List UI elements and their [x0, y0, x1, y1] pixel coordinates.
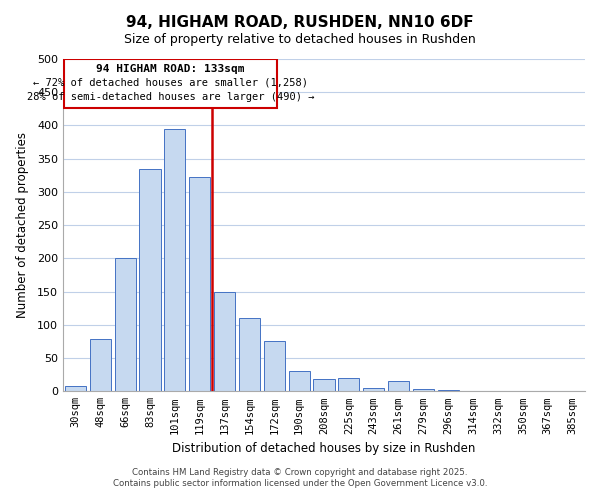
Bar	[65, 386, 86, 392]
Bar	[115, 258, 136, 392]
Bar	[338, 378, 359, 392]
Bar	[264, 342, 285, 392]
Bar	[413, 388, 434, 392]
Bar	[90, 340, 111, 392]
Y-axis label: Number of detached properties: Number of detached properties	[16, 132, 29, 318]
FancyBboxPatch shape	[64, 59, 277, 108]
Bar	[363, 388, 384, 392]
Text: 94, HIGHAM ROAD, RUSHDEN, NN10 6DF: 94, HIGHAM ROAD, RUSHDEN, NN10 6DF	[126, 15, 474, 30]
Bar	[289, 372, 310, 392]
X-axis label: Distribution of detached houses by size in Rushden: Distribution of detached houses by size …	[172, 442, 476, 455]
Bar	[164, 129, 185, 392]
Bar	[239, 318, 260, 392]
Text: 28% of semi-detached houses are larger (490) →: 28% of semi-detached houses are larger (…	[27, 92, 314, 102]
Bar	[463, 390, 484, 392]
Bar	[214, 292, 235, 392]
Bar	[388, 382, 409, 392]
Bar	[189, 178, 210, 392]
Bar	[313, 380, 335, 392]
Bar	[139, 168, 161, 392]
Text: Contains HM Land Registry data © Crown copyright and database right 2025.
Contai: Contains HM Land Registry data © Crown c…	[113, 468, 487, 487]
Bar	[438, 390, 459, 392]
Text: Size of property relative to detached houses in Rushden: Size of property relative to detached ho…	[124, 32, 476, 46]
Text: ← 72% of detached houses are smaller (1,258): ← 72% of detached houses are smaller (1,…	[33, 78, 308, 88]
Text: 94 HIGHAM ROAD: 133sqm: 94 HIGHAM ROAD: 133sqm	[96, 64, 245, 74]
